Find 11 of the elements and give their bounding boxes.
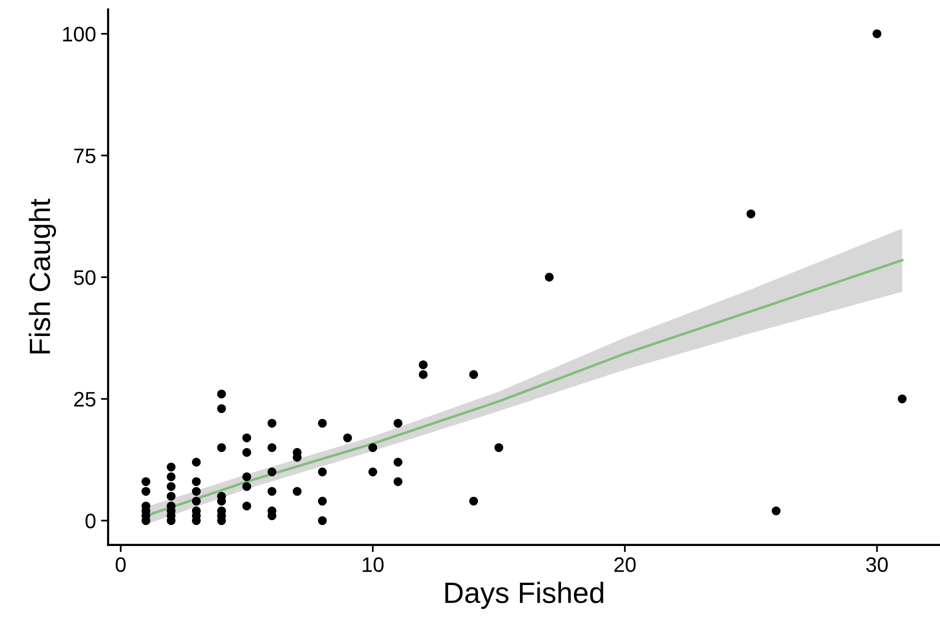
x-tick-label: 10	[362, 557, 384, 572]
x-axis-title: Days Fished	[445, 582, 604, 609]
y-axis-title: Fish Caught	[28, 198, 56, 354]
x-tick-label: 20	[614, 557, 636, 572]
y-tick-label: 100	[63, 26, 96, 42]
y-tick-label: 0	[86, 514, 96, 528]
y-tick-label: 50	[74, 270, 96, 285]
y-tick-label: 25	[74, 392, 96, 407]
y-tick-label: 75	[74, 148, 96, 164]
x-tick-label: 30	[866, 557, 888, 572]
x-tick-label: 0	[116, 557, 126, 572]
